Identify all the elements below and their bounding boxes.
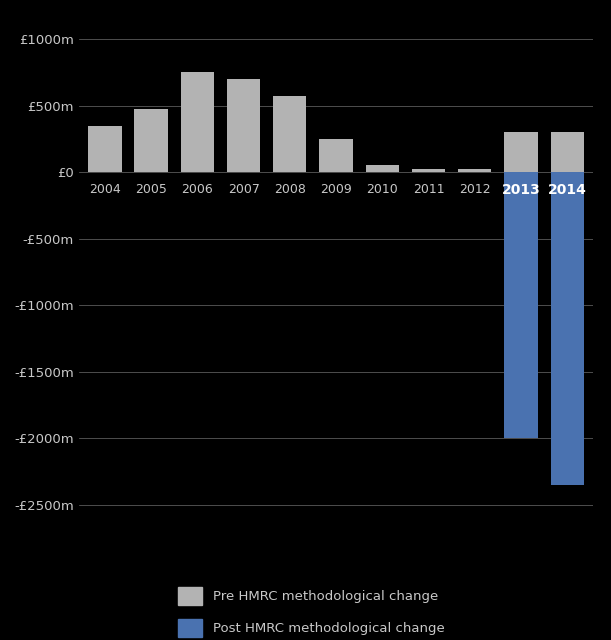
Text: 2005: 2005 bbox=[135, 184, 167, 196]
Text: 2006: 2006 bbox=[181, 184, 213, 196]
Bar bbox=[551, 172, 584, 484]
Text: 2011: 2011 bbox=[412, 184, 444, 196]
Text: 2012: 2012 bbox=[459, 184, 491, 196]
Bar bbox=[273, 95, 307, 172]
Text: 2008: 2008 bbox=[274, 184, 306, 196]
Bar bbox=[181, 72, 214, 172]
Bar bbox=[551, 132, 584, 172]
Bar bbox=[365, 166, 399, 172]
Text: 2014: 2014 bbox=[548, 184, 587, 197]
Text: 2009: 2009 bbox=[320, 184, 352, 196]
Bar bbox=[88, 125, 122, 172]
Text: 2013: 2013 bbox=[502, 184, 540, 197]
Bar bbox=[320, 139, 353, 172]
Bar bbox=[458, 169, 491, 172]
Bar bbox=[227, 79, 260, 172]
Text: 2010: 2010 bbox=[367, 184, 398, 196]
Bar bbox=[134, 109, 168, 172]
Text: 2007: 2007 bbox=[228, 184, 260, 196]
Legend: Pre HMRC methodological change, Post HMRC methodological change: Pre HMRC methodological change, Post HMR… bbox=[178, 587, 444, 637]
Bar bbox=[504, 132, 538, 172]
Bar bbox=[412, 169, 445, 172]
Bar bbox=[504, 172, 538, 438]
Text: 2004: 2004 bbox=[89, 184, 121, 196]
